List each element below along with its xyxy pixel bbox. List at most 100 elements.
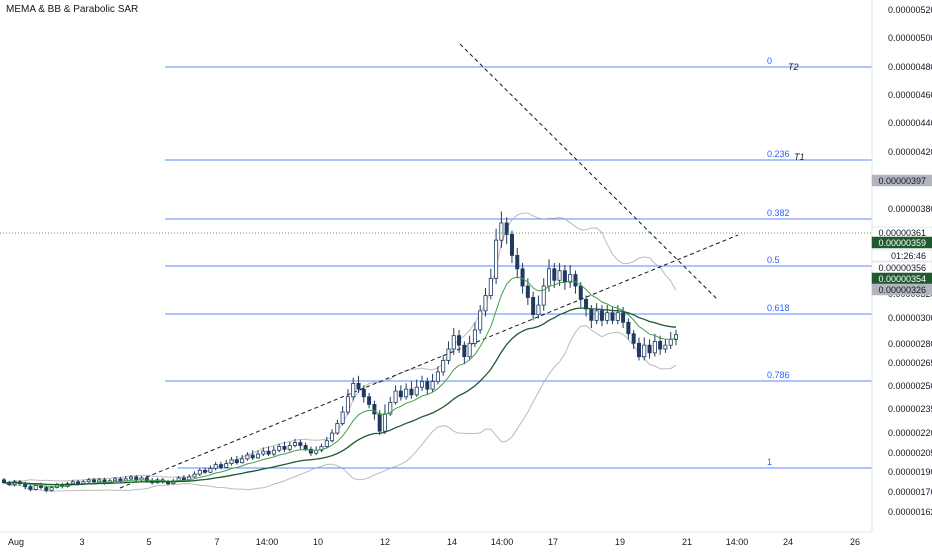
ema-slow-line bbox=[3, 307, 677, 486]
price-tag-label: 0.00000326 bbox=[878, 285, 926, 295]
candle-up bbox=[663, 344, 668, 350]
candle-up bbox=[430, 381, 435, 390]
trend-lines[interactable] bbox=[119, 43, 739, 489]
y-tick-label: 0.00000280 bbox=[888, 339, 932, 349]
candle-up bbox=[488, 277, 493, 296]
candle-up bbox=[568, 274, 573, 283]
fib-level-label: 1 bbox=[767, 457, 772, 467]
candle-up bbox=[420, 381, 425, 388]
candle-down bbox=[91, 479, 96, 483]
candle-down bbox=[44, 487, 49, 491]
candle-up bbox=[404, 388, 409, 398]
candle-down bbox=[525, 285, 530, 298]
candle-down bbox=[372, 404, 377, 415]
price-tag-label: 0.00000354 bbox=[878, 274, 926, 284]
candle-down bbox=[361, 388, 366, 398]
candle-up bbox=[245, 454, 250, 460]
candle-up bbox=[70, 481, 75, 485]
candle-up bbox=[240, 458, 245, 464]
candle-up bbox=[446, 348, 451, 361]
candle-down bbox=[203, 469, 208, 473]
x-axis-ticks: Aug 3 5 7 14:00 10 12 14 14:00 17 19 21 14:00 24 26 bbox=[8, 537, 860, 547]
candle-up bbox=[340, 411, 345, 424]
price-tag-label: 0.00000397 bbox=[878, 176, 926, 186]
candle-down bbox=[462, 344, 467, 358]
candle-up bbox=[293, 442, 298, 446]
resistance-trendline bbox=[459, 43, 719, 301]
price-tag bbox=[871, 283, 932, 296]
candle-up bbox=[382, 413, 387, 432]
candle-up bbox=[271, 449, 276, 455]
candle-down bbox=[578, 285, 583, 300]
candle-down bbox=[144, 477, 149, 482]
price-tag-label: 0.00000359 bbox=[878, 238, 926, 248]
candle-down bbox=[282, 446, 287, 450]
candle-up bbox=[557, 270, 562, 281]
candle-down bbox=[134, 476, 139, 481]
fib-note-label: T2 bbox=[788, 62, 799, 72]
y-tick-label: 0.00000220 bbox=[888, 428, 932, 438]
y-tick-label: 0.00000190 bbox=[888, 467, 932, 477]
fib-level-label: 0.786 bbox=[767, 370, 790, 380]
candle-down bbox=[398, 390, 403, 398]
candle-down bbox=[626, 321, 631, 335]
candle-down bbox=[250, 454, 255, 459]
y-tick-label: 0.00000480 bbox=[888, 62, 932, 72]
candle-up bbox=[414, 386, 419, 396]
y-tick-label: 0.00000380 bbox=[888, 204, 932, 214]
x-tick-label: 14:00 bbox=[256, 537, 279, 547]
candle-up bbox=[541, 285, 546, 306]
x-tick-label: 26 bbox=[850, 537, 860, 547]
fibonacci-retracement[interactable]: 0 T2 0.236 T1 0.382 0.5 0.618 0.786 1 bbox=[165, 56, 872, 469]
candle-down bbox=[636, 342, 641, 358]
candle-down bbox=[599, 310, 604, 321]
fib-level-label: 0.5 bbox=[767, 255, 780, 265]
candle-up bbox=[605, 312, 610, 321]
candle-down bbox=[377, 413, 382, 432]
fib-note-label: T1 bbox=[794, 152, 805, 162]
candle-up bbox=[261, 450, 266, 455]
candle-down bbox=[308, 448, 313, 454]
candle-up bbox=[287, 445, 292, 450]
x-tick-label: 5 bbox=[146, 537, 151, 547]
candle-down bbox=[573, 274, 578, 287]
x-tick-label: 14:00 bbox=[726, 537, 749, 547]
candle-down bbox=[647, 344, 652, 354]
candle-down bbox=[610, 312, 615, 321]
bollinger-bands bbox=[3, 212, 677, 492]
candle-up bbox=[594, 310, 599, 321]
fib-level-label: 0.618 bbox=[767, 303, 790, 313]
fib-level-label: 0.382 bbox=[767, 208, 790, 218]
candle-down bbox=[589, 308, 594, 321]
candle-up bbox=[547, 268, 552, 287]
candle-up bbox=[393, 390, 398, 403]
candle-up bbox=[435, 371, 440, 382]
x-tick-label: 12 bbox=[380, 537, 390, 547]
candle-down bbox=[76, 481, 81, 485]
y-tick-label: 0.00000176 bbox=[888, 487, 932, 497]
candle-down bbox=[367, 396, 372, 405]
candle-up bbox=[345, 396, 350, 413]
y-tick-label: 0.00000300 bbox=[888, 313, 932, 323]
y-tick-label: 0.00000265 bbox=[888, 358, 932, 368]
candle-down bbox=[509, 234, 514, 256]
price-tag bbox=[871, 236, 932, 249]
y-tick-label: 0.00000460 bbox=[888, 90, 932, 100]
x-tick-label: 21 bbox=[682, 537, 692, 547]
candle-up bbox=[319, 446, 324, 451]
candle-up bbox=[674, 334, 679, 340]
candle-down bbox=[457, 335, 462, 346]
candle-down bbox=[118, 478, 123, 482]
price-tag-label: 0.00000361 bbox=[878, 228, 926, 238]
candle-up bbox=[49, 487, 54, 491]
candle-up bbox=[388, 402, 393, 415]
candle-down bbox=[425, 381, 430, 390]
candle-up bbox=[467, 342, 472, 358]
candle-up bbox=[668, 339, 673, 346]
candle-up bbox=[330, 432, 335, 442]
candle-up bbox=[324, 440, 329, 447]
price-tag bbox=[871, 249, 932, 262]
